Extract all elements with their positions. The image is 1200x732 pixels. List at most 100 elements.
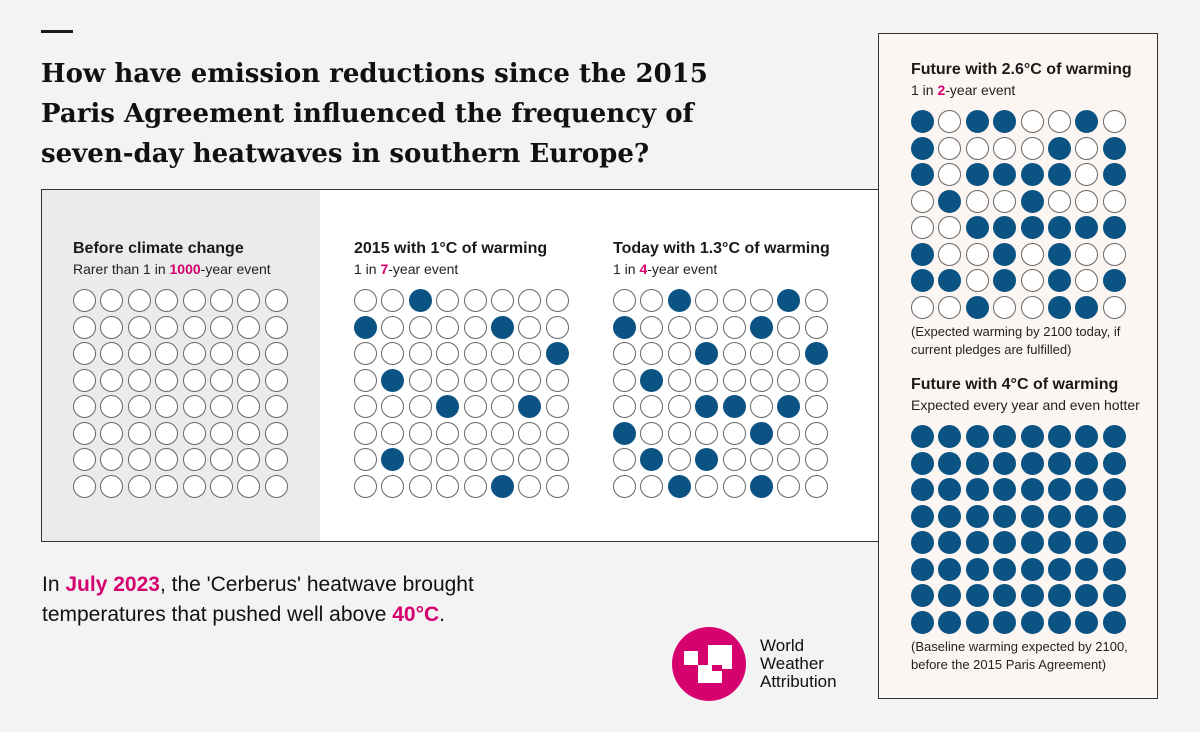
year-grid: [911, 110, 1141, 319]
heatwave-year-dot: [993, 242, 1017, 266]
normal-year-dot: [237, 289, 261, 312]
scenario: Future with 2.6°C of warming 1 in 2-year…: [911, 60, 1141, 359]
normal-year-dot: [237, 474, 261, 498]
normal-year-dot: [354, 395, 377, 418]
heatwave-year-dot: [640, 448, 664, 471]
frequency-text: 1 in: [354, 261, 381, 277]
normal-year-dot: [354, 421, 377, 445]
normal-year-dot: [182, 448, 206, 471]
normal-year-dot: [155, 421, 179, 445]
normal-year-dot: [463, 421, 487, 445]
wwa-logo: World Weather Attribution: [672, 627, 837, 701]
normal-year-dot: [182, 474, 206, 498]
footer-text: In July 2023, the 'Cerberus' heatwave br…: [42, 570, 562, 630]
heatwave-year-dot: [938, 451, 962, 475]
heatwave-year-dot: [1047, 295, 1071, 319]
normal-year-dot: [127, 342, 151, 365]
heatwave-year-dot: [938, 269, 962, 292]
normal-year-dot: [1020, 136, 1044, 160]
heatwave-year-dot: [1075, 425, 1099, 448]
footer-date: July 2023: [65, 573, 160, 596]
scenario: Before climate change Rarer than 1 in 10…: [73, 239, 288, 498]
normal-year-dot: [804, 315, 828, 339]
normal-year-dot: [695, 368, 719, 392]
heatwave-year-dot: [777, 395, 801, 418]
heatwave-year-dot: [938, 478, 962, 501]
heatwave-year-dot: [993, 504, 1017, 528]
heatwave-year-dot: [1102, 269, 1126, 292]
heatwave-year-dot: [1020, 163, 1044, 186]
heatwave-year-dot: [1102, 451, 1126, 475]
normal-year-dot: [777, 342, 801, 365]
normal-year-dot: [667, 421, 691, 445]
scenario-heading: Future with 4°C of warming: [911, 376, 1119, 393]
normal-year-dot: [667, 395, 691, 418]
normal-year-dot: [408, 395, 432, 418]
heatwave-year-dot: [938, 189, 962, 213]
heatwave-year-dot: [1075, 216, 1099, 239]
normal-year-dot: [613, 368, 636, 392]
heatwave-year-dot: [354, 315, 377, 339]
normal-year-dot: [938, 242, 962, 266]
normal-year-dot: [545, 315, 569, 339]
normal-year-dot: [1075, 269, 1099, 292]
heatwave-year-dot: [1075, 451, 1099, 475]
normal-year-dot: [381, 395, 405, 418]
heatwave-year-dot: [1075, 295, 1099, 319]
frequency-text: 1 in: [613, 261, 640, 277]
normal-year-dot: [381, 421, 405, 445]
normal-year-dot: [777, 315, 801, 339]
normal-year-dot: [1020, 110, 1044, 133]
heatwave-year-dot: [1020, 584, 1044, 607]
heatwave-year-dot: [1047, 425, 1071, 448]
normal-year-dot: [518, 315, 542, 339]
normal-year-dot: [804, 448, 828, 471]
normal-year-dot: [408, 474, 432, 498]
normal-year-dot: [463, 448, 487, 471]
normal-year-dot: [264, 474, 288, 498]
normal-year-dot: [695, 289, 719, 312]
footer-part: , the 'Cerberus' heatwave brought temper…: [42, 573, 474, 626]
normal-year-dot: [993, 295, 1017, 319]
normal-year-dot: [264, 421, 288, 445]
normal-year-dot: [463, 368, 487, 392]
normal-year-dot: [436, 315, 460, 339]
heatwave-year-dot: [911, 425, 934, 448]
normal-year-dot: [1047, 189, 1071, 213]
heatwave-year-dot: [965, 295, 989, 319]
normal-year-dot: [264, 289, 288, 312]
heatwave-year-dot: [381, 368, 405, 392]
normal-year-dot: [518, 474, 542, 498]
year-grid: [354, 289, 569, 498]
normal-year-dot: [73, 395, 96, 418]
heatwave-year-dot: [911, 242, 934, 266]
heatwave-year-dot: [965, 163, 989, 186]
footer-part: .: [439, 603, 445, 626]
heatwave-year-dot: [911, 110, 934, 133]
heatwave-year-dot: [1102, 136, 1126, 160]
normal-year-dot: [965, 242, 989, 266]
normal-year-dot: [381, 315, 405, 339]
frequency-text: -year event: [647, 261, 718, 277]
scenario-note: (Baseline warming expected by 2100, befo…: [911, 638, 1128, 672]
heatwave-year-dot: [545, 342, 569, 365]
heatwave-year-dot: [993, 163, 1017, 186]
heatwave-year-dot: [1102, 531, 1126, 554]
scenario-heading: Before climate change: [73, 240, 244, 257]
normal-year-dot: [354, 289, 377, 312]
normal-year-dot: [613, 474, 636, 498]
heatwave-year-dot: [1102, 610, 1126, 634]
heatwave-year-dot: [1047, 163, 1071, 186]
heatwave-year-dot: [965, 216, 989, 239]
year-grid: [911, 425, 1141, 634]
normal-year-dot: [749, 342, 773, 365]
normal-year-dot: [264, 395, 288, 418]
normal-year-dot: [436, 342, 460, 365]
heatwave-year-dot: [667, 289, 691, 312]
normal-year-dot: [993, 136, 1017, 160]
normal-year-dot: [938, 216, 962, 239]
frequency-number: 4: [639, 261, 648, 277]
normal-year-dot: [237, 421, 261, 445]
normal-year-dot: [127, 315, 151, 339]
normal-year-dot: [545, 289, 569, 312]
